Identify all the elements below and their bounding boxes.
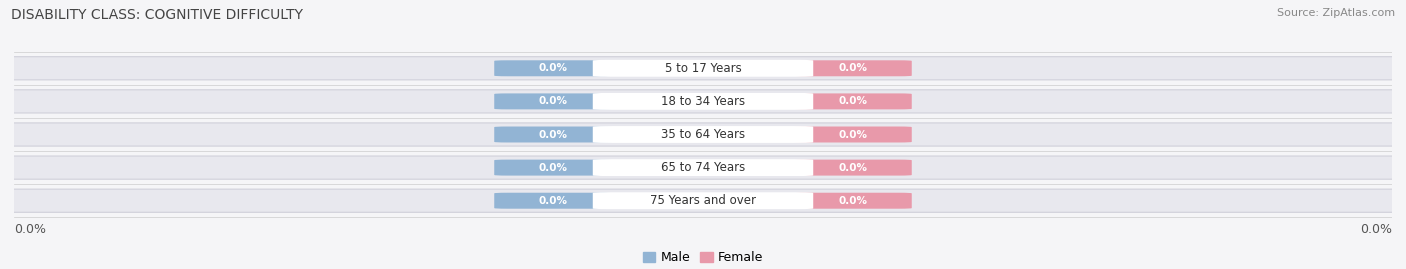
Text: DISABILITY CLASS: COGNITIVE DIFFICULTY: DISABILITY CLASS: COGNITIVE DIFFICULTY [11,8,304,22]
Legend: Male, Female: Male, Female [638,246,768,269]
FancyBboxPatch shape [0,57,1406,80]
FancyBboxPatch shape [593,159,813,176]
Text: 18 to 34 Years: 18 to 34 Years [661,95,745,108]
Text: 0.0%: 0.0% [538,129,568,140]
FancyBboxPatch shape [0,90,1406,113]
Text: 0.0%: 0.0% [838,96,868,107]
Text: 0.0%: 0.0% [838,162,868,173]
FancyBboxPatch shape [0,156,1406,179]
Text: 35 to 64 Years: 35 to 64 Years [661,128,745,141]
FancyBboxPatch shape [593,126,813,143]
FancyBboxPatch shape [495,126,612,143]
Text: 0.0%: 0.0% [838,129,868,140]
FancyBboxPatch shape [794,93,911,109]
Text: 0.0%: 0.0% [838,196,868,206]
FancyBboxPatch shape [495,193,612,209]
FancyBboxPatch shape [593,60,813,77]
FancyBboxPatch shape [794,60,911,76]
Text: 0.0%: 0.0% [1360,223,1392,236]
Text: Source: ZipAtlas.com: Source: ZipAtlas.com [1277,8,1395,18]
Text: 0.0%: 0.0% [538,196,568,206]
Text: 0.0%: 0.0% [538,63,568,73]
FancyBboxPatch shape [0,123,1406,146]
Text: 65 to 74 Years: 65 to 74 Years [661,161,745,174]
Text: 0.0%: 0.0% [538,96,568,107]
Text: 5 to 17 Years: 5 to 17 Years [665,62,741,75]
FancyBboxPatch shape [593,192,813,209]
FancyBboxPatch shape [495,160,612,176]
FancyBboxPatch shape [794,193,911,209]
Text: 0.0%: 0.0% [838,63,868,73]
Text: 0.0%: 0.0% [538,162,568,173]
FancyBboxPatch shape [0,189,1406,212]
FancyBboxPatch shape [794,160,911,176]
FancyBboxPatch shape [495,93,612,109]
FancyBboxPatch shape [593,93,813,110]
Text: 75 Years and over: 75 Years and over [650,194,756,207]
Text: 0.0%: 0.0% [14,223,46,236]
FancyBboxPatch shape [495,60,612,76]
FancyBboxPatch shape [794,126,911,143]
